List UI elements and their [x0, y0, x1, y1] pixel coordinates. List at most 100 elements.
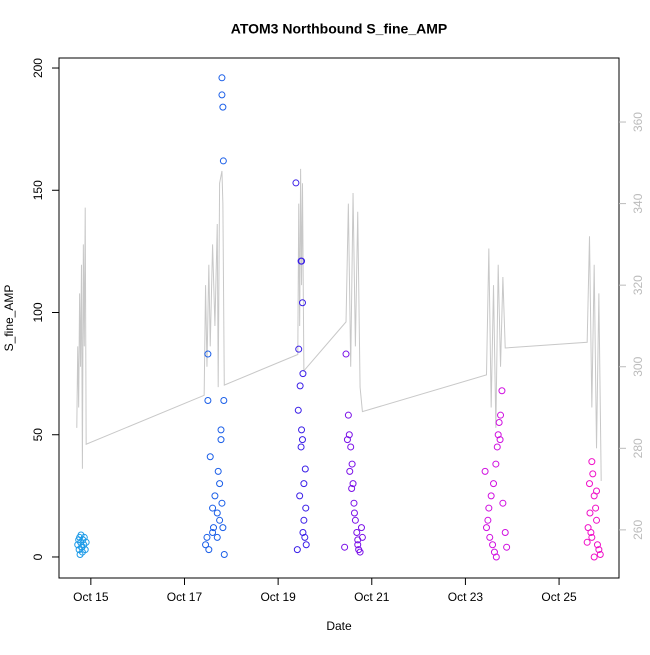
point — [82, 538, 90, 546]
point — [587, 529, 595, 537]
point — [209, 529, 217, 537]
point — [348, 460, 356, 468]
point — [353, 529, 361, 537]
point — [300, 480, 308, 488]
point — [298, 436, 306, 444]
y-tick-label: 50 — [31, 428, 45, 442]
point — [592, 504, 600, 512]
point — [220, 397, 228, 405]
point — [492, 460, 500, 468]
point — [217, 426, 225, 434]
point — [302, 504, 310, 512]
point — [495, 419, 503, 427]
point — [213, 533, 221, 541]
point — [492, 553, 500, 561]
point — [298, 426, 306, 434]
y2-tick-label: 320 — [631, 275, 645, 295]
y2-tick-label: 300 — [631, 356, 645, 376]
chart-title: ATOM3 Northbound S_fine_AMP — [231, 21, 447, 37]
point — [202, 541, 210, 549]
point — [301, 533, 309, 541]
point — [503, 543, 511, 551]
point — [209, 504, 217, 512]
y-tick-label: 200 — [31, 58, 45, 78]
point — [583, 538, 591, 546]
point — [295, 345, 303, 353]
y2-tick-label: 340 — [631, 193, 645, 213]
point — [203, 533, 211, 541]
point — [218, 74, 226, 82]
point — [216, 480, 224, 488]
point — [218, 499, 226, 507]
point — [357, 524, 365, 532]
point — [593, 516, 601, 524]
point — [351, 516, 359, 524]
y-tick-label: 150 — [31, 180, 45, 200]
point — [354, 536, 362, 544]
point — [347, 443, 355, 451]
point — [297, 443, 305, 451]
point — [300, 516, 308, 524]
point — [588, 458, 596, 466]
point — [298, 299, 306, 307]
point — [219, 103, 227, 111]
x-tick-label: Oct 17 — [167, 590, 203, 604]
point — [490, 480, 498, 488]
point — [298, 257, 306, 265]
point — [76, 551, 84, 559]
point — [350, 499, 358, 507]
point — [343, 436, 351, 444]
point — [216, 516, 224, 524]
point — [595, 546, 603, 554]
point — [485, 504, 493, 512]
point — [292, 179, 300, 187]
y-tick-label: 100 — [31, 302, 45, 322]
point — [296, 492, 304, 500]
point — [487, 492, 495, 500]
point — [481, 467, 489, 475]
point — [302, 541, 310, 549]
point — [220, 551, 228, 559]
point — [349, 480, 357, 488]
point — [211, 492, 219, 500]
point — [596, 551, 604, 559]
point — [496, 436, 504, 444]
point — [586, 480, 594, 488]
point — [346, 467, 354, 475]
line — [76, 168, 602, 481]
point — [348, 485, 356, 493]
point — [344, 411, 352, 419]
point — [301, 465, 309, 473]
point — [497, 411, 505, 419]
point — [498, 387, 506, 395]
y2-tick-label: 280 — [631, 438, 645, 458]
point — [293, 546, 301, 554]
point — [296, 382, 304, 390]
point — [586, 509, 594, 517]
y2-tick-label: 260 — [631, 520, 645, 540]
point — [489, 541, 497, 549]
point — [356, 548, 364, 556]
y-tick-label: 0 — [31, 553, 45, 560]
point — [299, 370, 307, 378]
point — [342, 350, 350, 358]
point — [482, 524, 490, 532]
y-axis-title: S_fine_AMP — [2, 285, 16, 352]
x-tick-label: Oct 25 — [541, 590, 577, 604]
y2-tick-label: 360 — [631, 112, 645, 132]
point — [593, 487, 601, 495]
x-axis-title: Date — [326, 619, 352, 633]
point — [501, 529, 509, 537]
x-tick-label: Oct 15 — [73, 590, 109, 604]
point — [294, 406, 302, 414]
point — [204, 397, 212, 405]
point — [593, 541, 601, 549]
point — [484, 516, 492, 524]
point — [589, 470, 597, 478]
x-tick-label: Oct 23 — [448, 590, 484, 604]
point — [217, 436, 225, 444]
point — [206, 453, 214, 461]
point — [78, 543, 86, 551]
